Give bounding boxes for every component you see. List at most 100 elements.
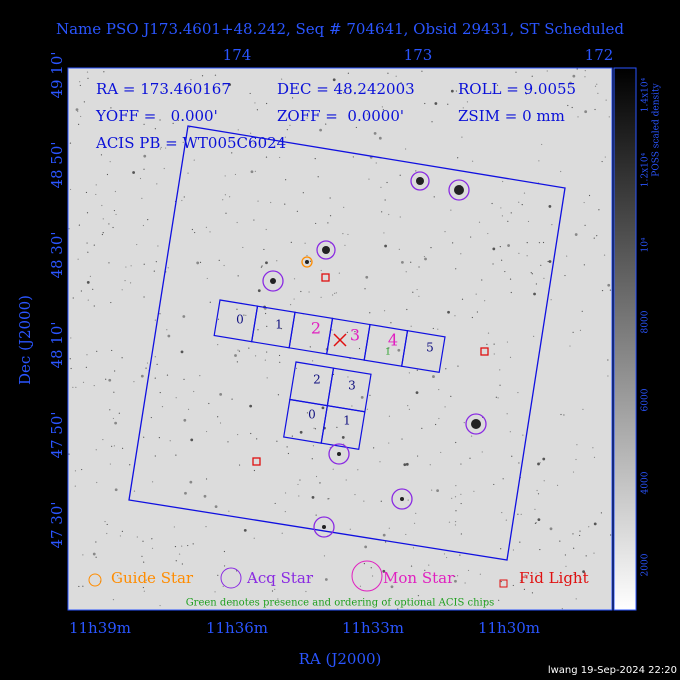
star	[286, 117, 288, 119]
star	[355, 126, 357, 129]
info: YOFF = 0.000'	[95, 107, 218, 125]
star	[199, 374, 201, 377]
star	[369, 394, 371, 396]
star	[109, 409, 111, 411]
star	[320, 296, 322, 298]
star	[500, 207, 502, 209]
star	[328, 497, 330, 500]
star	[579, 534, 581, 537]
star	[114, 190, 117, 193]
star	[433, 196, 435, 198]
star	[219, 393, 223, 396]
star	[158, 436, 160, 439]
star	[434, 102, 438, 105]
star	[564, 554, 566, 556]
star	[415, 391, 419, 395]
star	[548, 205, 552, 208]
star	[271, 590, 274, 592]
star	[526, 255, 528, 257]
star	[538, 160, 540, 162]
bottom-tick: 11h39m	[69, 619, 131, 637]
star	[121, 357, 123, 359]
star	[293, 278, 296, 280]
star	[189, 480, 193, 484]
star	[450, 209, 452, 211]
star	[509, 431, 511, 433]
star	[130, 265, 132, 267]
left-tick: 48 50'	[48, 141, 66, 188]
star	[196, 261, 200, 265]
star	[493, 483, 495, 486]
star	[336, 426, 338, 428]
star	[523, 588, 526, 590]
star	[436, 489, 439, 493]
star	[154, 319, 156, 321]
star	[315, 222, 317, 225]
star	[265, 312, 267, 315]
star	[93, 244, 95, 246]
star	[413, 522, 416, 524]
star	[531, 592, 534, 594]
star	[77, 110, 79, 113]
left-tick: 48 30'	[48, 231, 66, 278]
star	[387, 89, 389, 91]
star	[223, 550, 226, 553]
star	[541, 143, 543, 146]
chip-label: 0	[308, 408, 316, 422]
star	[567, 104, 569, 107]
star	[447, 310, 450, 314]
star	[260, 266, 263, 268]
legend-icon	[351, 560, 383, 592]
star	[218, 259, 220, 261]
star	[103, 71, 105, 73]
chip-label: 2	[313, 373, 321, 387]
star	[82, 554, 84, 556]
star	[424, 102, 426, 105]
star	[124, 280, 126, 282]
star	[603, 254, 606, 256]
star	[457, 365, 459, 367]
star	[401, 438, 403, 440]
star	[243, 314, 245, 316]
star	[87, 299, 89, 301]
star	[113, 209, 116, 212]
star	[319, 128, 323, 132]
star	[502, 478, 504, 480]
star	[455, 90, 458, 92]
star	[286, 129, 288, 131]
star	[454, 315, 456, 317]
left-tick: 48 10'	[48, 321, 66, 368]
star	[237, 275, 239, 277]
star	[150, 416, 152, 419]
star	[382, 533, 386, 537]
star	[224, 194, 226, 196]
star	[157, 245, 159, 247]
star	[231, 152, 233, 154]
legend-icon	[88, 573, 102, 587]
star	[460, 533, 462, 535]
star	[321, 406, 325, 410]
star	[181, 563, 183, 565]
star	[119, 535, 121, 537]
star	[205, 226, 207, 228]
star	[535, 283, 537, 285]
star	[187, 172, 189, 174]
star	[354, 493, 356, 496]
star	[274, 588, 276, 590]
star	[572, 74, 576, 78]
star	[593, 522, 597, 526]
star	[424, 569, 426, 571]
star	[421, 427, 423, 429]
star	[228, 83, 232, 87]
star	[499, 246, 501, 248]
star	[274, 502, 276, 505]
colorbar-tick: 4000	[641, 471, 651, 494]
star	[347, 72, 349, 74]
star	[223, 264, 225, 267]
star	[121, 289, 123, 291]
star	[224, 175, 226, 177]
star	[203, 494, 207, 498]
aimpoint	[333, 333, 347, 347]
star	[299, 430, 303, 434]
star	[327, 498, 329, 500]
